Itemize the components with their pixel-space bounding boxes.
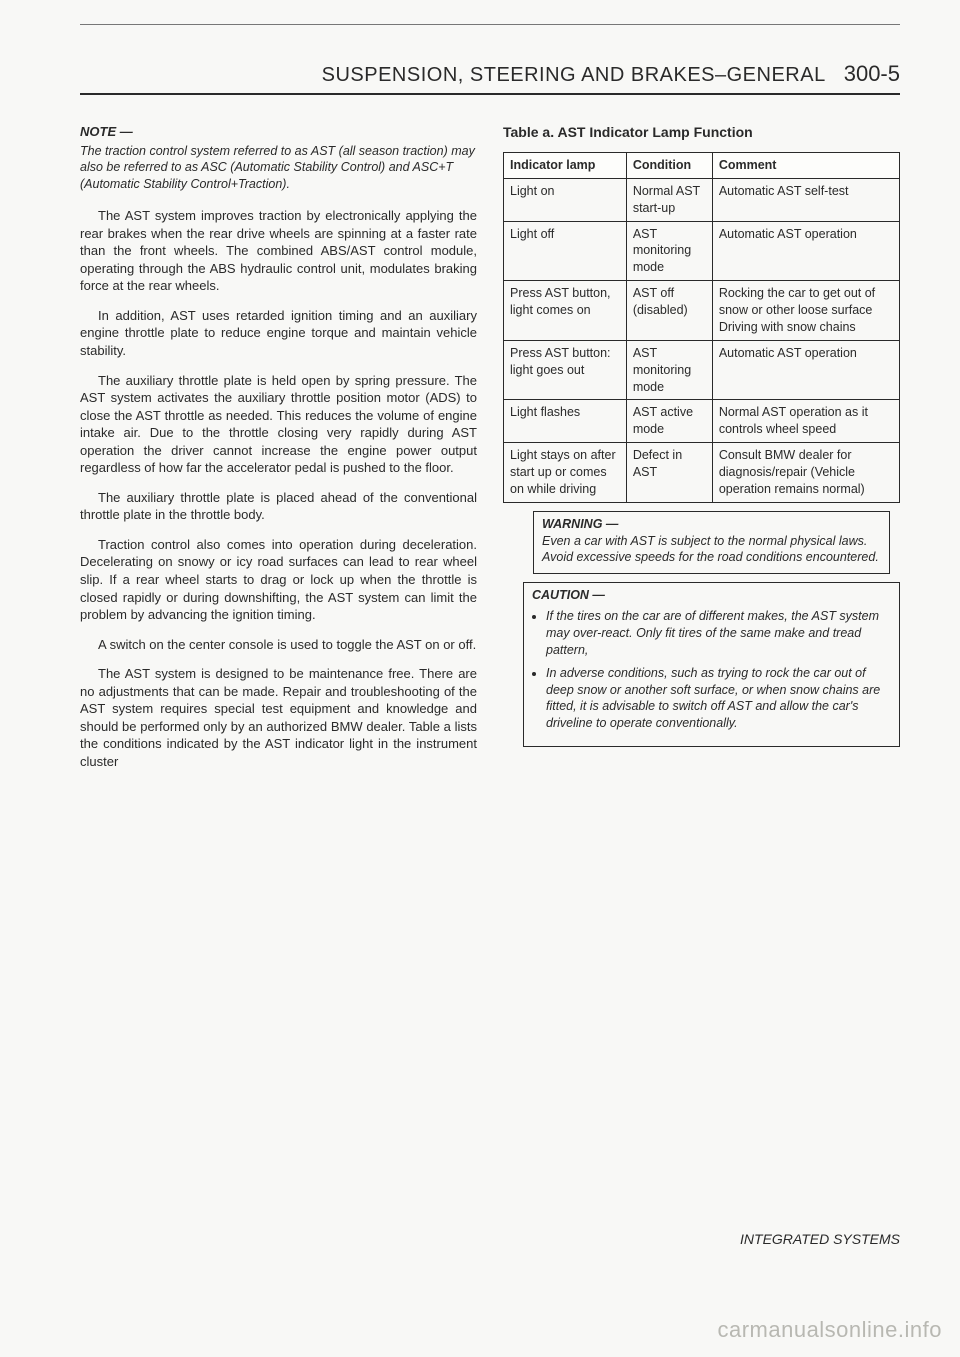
table-header-cell: Comment (712, 152, 899, 178)
note-block: NOTE — The traction control system refer… (80, 123, 477, 193)
table-cell: Normal AST operation as it controls whee… (712, 400, 899, 443)
ast-indicator-table: Indicator lamp Condition Comment Light o… (503, 152, 900, 503)
header-title: SUSPENSION, STEERING AND BRAKES–GENERAL (322, 64, 826, 87)
body-paragraph: The auxiliary throttle plate is held ope… (80, 372, 477, 477)
table-cell: Light off (504, 221, 627, 281)
top-rule (80, 24, 900, 25)
table-cell: Automatic AST self-test (712, 178, 899, 221)
table-cell: Press AST button: light goes out (504, 340, 627, 400)
body-paragraph: A switch on the center console is used t… (80, 636, 477, 654)
table-cell: AST off (disabled) (626, 281, 712, 341)
table-cell: Defect in AST (626, 443, 712, 503)
table-title: Table a. AST Indicator Lamp Function (503, 123, 900, 142)
caution-box: CAUTION — If the tires on the car are of… (523, 582, 900, 747)
note-heading: NOTE — (80, 123, 477, 141)
warning-body: Even a car with AST is subject to the no… (542, 533, 881, 566)
body-paragraph: The AST system is designed to be mainten… (80, 665, 477, 770)
table-header-row: Indicator lamp Condition Comment (504, 152, 900, 178)
caution-heading: CAUTION — (532, 587, 891, 604)
warning-heading: WARNING — (542, 516, 881, 533)
table-row: Press AST button: light goes out AST mon… (504, 340, 900, 400)
caution-item: In adverse conditions, such as trying to… (546, 665, 891, 733)
table-cell: Consult BMW dealer for diagnosis/repair … (712, 443, 899, 503)
table-cell: AST monitoring mode (626, 340, 712, 400)
table-header-cell: Condition (626, 152, 712, 178)
table-row: Light on Normal AST start-up Automatic A… (504, 178, 900, 221)
content-columns: NOTE — The traction control system refer… (80, 123, 900, 782)
table-row: Light stays on after start up or comes o… (504, 443, 900, 503)
note-body: The traction control system referred to … (80, 143, 477, 194)
page-header: SUSPENSION, STEERING AND BRAKES–GENERAL … (80, 61, 900, 95)
caution-item: If the tires on the car are of different… (546, 608, 891, 659)
table-row: Press AST button, light comes on AST off… (504, 281, 900, 341)
body-paragraph: The auxiliary throttle plate is placed a… (80, 489, 477, 524)
table-header-cell: Indicator lamp (504, 152, 627, 178)
body-paragraph: In addition, AST uses retarded ignition … (80, 307, 477, 360)
table-cell: Light on (504, 178, 627, 221)
table-cell: AST active mode (626, 400, 712, 443)
header-page-number: 300-5 (844, 61, 900, 87)
table-cell: Normal AST start-up (626, 178, 712, 221)
left-column: NOTE — The traction control system refer… (80, 123, 477, 782)
table-cell: Automatic AST operation (712, 340, 899, 400)
right-column: Table a. AST Indicator Lamp Function Ind… (503, 123, 900, 782)
table-row: Light flashes AST active mode Normal AST… (504, 400, 900, 443)
body-paragraph: The AST system improves traction by elec… (80, 207, 477, 295)
table-cell: Press AST button, light comes on (504, 281, 627, 341)
table-cell: Light stays on after start up or comes o… (504, 443, 627, 503)
watermark: carmanualsonline.info (717, 1317, 942, 1343)
table-cell: AST monitoring mode (626, 221, 712, 281)
body-paragraph: Traction control also comes into operati… (80, 536, 477, 624)
warning-box: WARNING — Even a car with AST is subject… (533, 511, 890, 574)
table-cell: Rocking the car to get out of snow or ot… (712, 281, 899, 341)
caution-list: If the tires on the car are of different… (532, 608, 891, 732)
table-cell: Automatic AST operation (712, 221, 899, 281)
table-row: Light off AST monitoring mode Automatic … (504, 221, 900, 281)
footer-section-label: INTEGRATED SYSTEMS (740, 1231, 900, 1247)
table-cell: Light flashes (504, 400, 627, 443)
